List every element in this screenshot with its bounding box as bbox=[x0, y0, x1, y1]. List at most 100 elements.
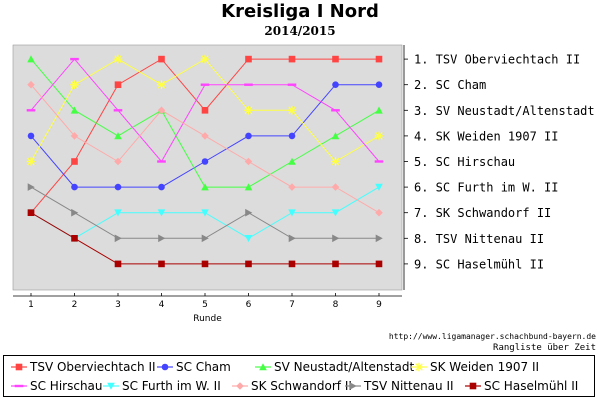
data-point-tsv-oberviechtach-ii-8 bbox=[332, 55, 339, 63]
legend-marker-sc-furth-im-w-ii bbox=[107, 382, 115, 390]
data-point-sc-hirschau-1 bbox=[26, 109, 36, 112]
data-point-sc-cham-1 bbox=[27, 132, 35, 140]
legend-label-sc-furth-im-w-ii: SC Furth im W. II bbox=[122, 379, 221, 393]
data-point-sc-hirschau-5 bbox=[200, 83, 210, 86]
legend-marker-sc-cham bbox=[161, 363, 169, 371]
rank-label-2: 2. SC Cham bbox=[414, 78, 486, 92]
data-point-sc-furth-im-w-ii-9 bbox=[375, 183, 383, 191]
chart-subtitle: 2014/2015 bbox=[264, 24, 336, 38]
data-point-sk-schwandorf-ii-3 bbox=[114, 157, 122, 166]
data-point-sc-cham-2 bbox=[71, 183, 78, 191]
x-tick-label-5: 5 bbox=[202, 300, 208, 310]
data-point-tsv-oberviechtach-ii-5 bbox=[201, 107, 209, 114]
legend-swatch-tsv-oberviechtach-ii bbox=[11, 363, 27, 371]
data-point-sv-neustadt-altenstadt-6 bbox=[244, 183, 253, 191]
data-point-tsv-oberviechtach-ii-3 bbox=[114, 81, 122, 88]
x-tick-label-1: 1 bbox=[28, 300, 34, 310]
data-point-sc-hirschau-4 bbox=[157, 160, 166, 163]
data-point-sc-haselm-hl-ii-7 bbox=[288, 260, 296, 268]
legend-label-sv-neustadt-altenstadt: SV Neustadt/Altenstadt bbox=[274, 360, 415, 374]
data-point-sc-hirschau-9 bbox=[374, 160, 384, 163]
data-point-sc-furth-im-w-ii-8 bbox=[331, 209, 340, 217]
data-point-sv-neustadt-altenstadt-3 bbox=[114, 132, 122, 140]
legend-swatch-sk-weiden-1907-ii bbox=[411, 362, 427, 372]
legend-marker-tsv-oberviechtach-ii bbox=[15, 363, 23, 371]
data-point-sc-cham-5 bbox=[201, 158, 209, 165]
data-point-tsv-oberviechtach-ii-7 bbox=[288, 55, 296, 63]
legend-swatch-sc-hirschau bbox=[11, 384, 27, 388]
x-tick-label-2: 2 bbox=[72, 300, 78, 310]
data-point-sk-weiden-1907-ii-2 bbox=[70, 80, 79, 89]
x-tick-label-8: 8 bbox=[333, 300, 339, 310]
data-point-tsv-nittenau-ii-4 bbox=[158, 234, 166, 243]
data-point-sc-haselm-hl-ii-3 bbox=[114, 260, 122, 268]
data-point-sc-haselm-hl-ii-6 bbox=[245, 260, 252, 268]
legend-label-sk-weiden-1907-ii: SK Weiden 1907 II bbox=[430, 360, 540, 374]
data-point-tsv-nittenau-ii-9 bbox=[375, 234, 383, 243]
x-axis-title: Runde bbox=[193, 314, 222, 324]
data-point-tsv-nittenau-ii-1 bbox=[27, 183, 35, 191]
legend-label-sk-schwandorf-ii: SK Schwandorf II bbox=[251, 379, 352, 393]
data-point-sc-cham-9 bbox=[375, 81, 383, 88]
legend-swatch-tsv-nittenau-ii bbox=[345, 382, 361, 390]
data-point-sc-cham-7 bbox=[288, 132, 296, 140]
data-point-sk-schwandorf-ii-9 bbox=[375, 208, 383, 217]
data-point-sk-weiden-1907-ii-5 bbox=[200, 54, 210, 64]
data-point-sc-furth-im-w-ii-5 bbox=[201, 209, 209, 217]
x-tick-label-6: 6 bbox=[246, 300, 252, 310]
data-point-sk-schwandorf-ii-8 bbox=[331, 183, 340, 191]
data-point-sc-hirschau-7 bbox=[287, 83, 297, 86]
data-point-sc-haselm-hl-ii-8 bbox=[332, 260, 339, 268]
legend-swatch-sk-schwandorf-ii bbox=[232, 382, 248, 390]
data-point-sk-weiden-1907-ii-1 bbox=[26, 157, 36, 166]
data-point-sc-haselm-hl-ii-1 bbox=[27, 209, 35, 216]
data-point-sc-cham-8 bbox=[332, 81, 339, 88]
data-point-sc-haselm-hl-ii-5 bbox=[201, 260, 209, 268]
data-point-sc-hirschau-8 bbox=[331, 109, 340, 112]
rank-label-3: 3. SV Neustadt/Altenstadt bbox=[414, 104, 595, 118]
data-point-tsv-nittenau-ii-6 bbox=[245, 208, 253, 217]
data-point-tsv-oberviechtach-ii-2 bbox=[71, 158, 78, 165]
data-point-sc-cham-3 bbox=[114, 183, 122, 191]
rank-label-6: 6. SC Furth im W. II bbox=[414, 181, 559, 195]
legend-swatch-sv-neustadt-altenstadt bbox=[255, 363, 271, 371]
legend-label-tsv-nittenau-ii: TSV Nittenau II bbox=[364, 379, 454, 393]
source-url: http://www.ligamanager.schachbund-bayern… bbox=[388, 332, 596, 341]
legend-label-sc-hirschau: SC Hirschau bbox=[30, 379, 103, 393]
data-point-tsv-oberviechtach-ii-4 bbox=[158, 55, 165, 63]
legend-marker-sc-haselm-hl-ii bbox=[469, 382, 477, 390]
legend-swatch-sc-cham bbox=[157, 363, 173, 371]
data-point-sv-neustadt-altenstadt-7 bbox=[288, 157, 296, 165]
data-point-sc-hirschau-6 bbox=[244, 83, 253, 86]
legend-label-sc-cham: SC Cham bbox=[176, 360, 231, 374]
data-point-sc-furth-im-w-ii-7 bbox=[288, 209, 296, 217]
legend-label-sc-haselm-hl-ii: SC Haselmühl II bbox=[484, 379, 579, 393]
data-point-sv-neustadt-altenstadt-8 bbox=[331, 132, 340, 140]
data-point-tsv-nittenau-ii-7 bbox=[288, 234, 296, 243]
legend-marker-sc-hirschau bbox=[14, 384, 24, 388]
data-point-sk-schwandorf-ii-6 bbox=[244, 157, 253, 166]
data-point-sv-neustadt-altenstadt-2 bbox=[70, 106, 79, 114]
rank-label-5: 5. SC Hirschau bbox=[414, 155, 515, 169]
legend-swatch-sc-furth-im-w-ii bbox=[103, 382, 119, 390]
x-tick-label-4: 4 bbox=[159, 300, 165, 310]
data-point-sc-furth-im-w-ii-6 bbox=[244, 235, 253, 243]
data-point-sk-weiden-1907-ii-8 bbox=[331, 157, 340, 166]
legend-marker-tsv-nittenau-ii bbox=[349, 382, 357, 390]
data-point-tsv-oberviechtach-ii-9 bbox=[375, 55, 383, 63]
data-point-sk-weiden-1907-ii-7 bbox=[287, 106, 297, 115]
data-point-sv-neustadt-altenstadt-5 bbox=[201, 183, 209, 191]
data-point-sc-haselm-hl-ii-9 bbox=[375, 260, 383, 268]
legend-swatch-sc-haselm-hl-ii bbox=[465, 382, 481, 390]
x-tick-label-9: 9 bbox=[376, 300, 382, 310]
data-point-sk-schwandorf-ii-1 bbox=[27, 80, 35, 89]
data-point-sk-schwandorf-ii-7 bbox=[288, 183, 296, 191]
data-point-sc-haselm-hl-ii-4 bbox=[158, 260, 165, 268]
data-point-tsv-nittenau-ii-3 bbox=[114, 234, 122, 243]
legend-marker-sk-weiden-1907-ii bbox=[414, 362, 424, 372]
data-point-sc-furth-im-w-ii-4 bbox=[157, 209, 166, 217]
rank-label-7: 7. SK Schwandorf II bbox=[414, 206, 551, 220]
data-point-tsv-nittenau-ii-5 bbox=[201, 234, 209, 243]
rank-label-4: 4. SK Weiden 1907 II bbox=[414, 129, 559, 143]
data-point-sk-weiden-1907-ii-9 bbox=[374, 131, 384, 141]
